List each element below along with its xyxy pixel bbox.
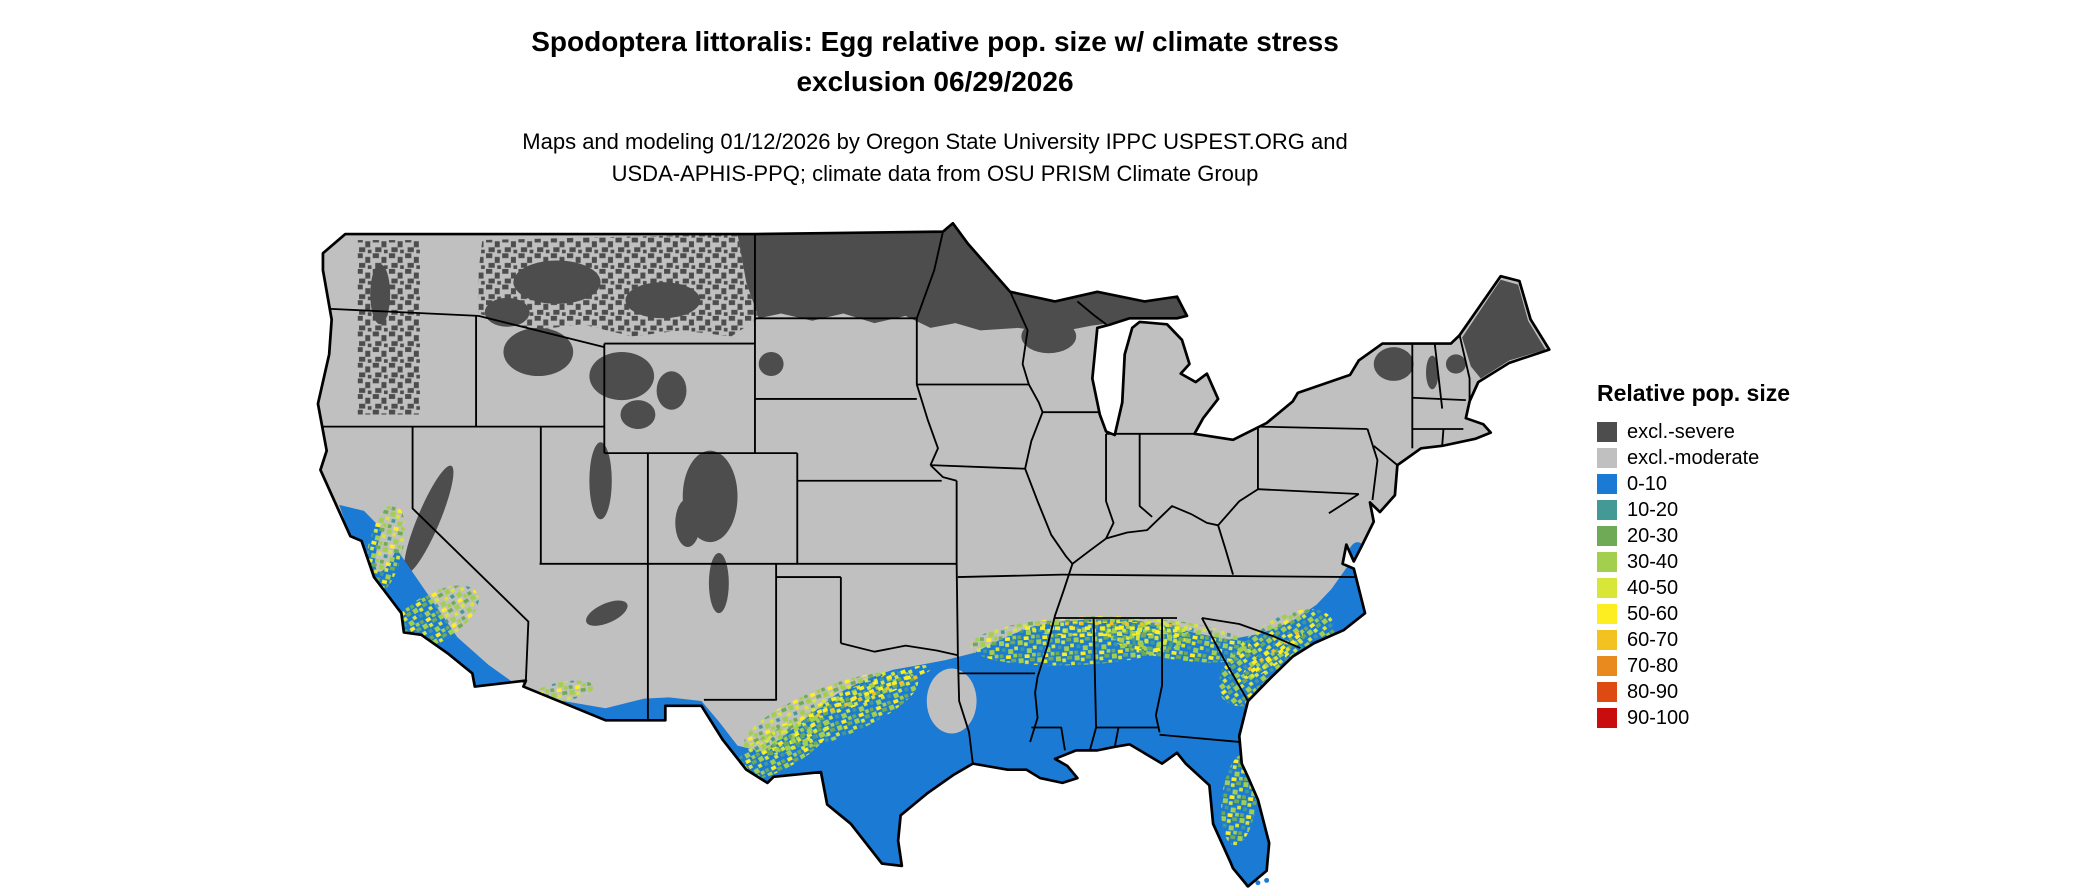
- legend-label: 20-30: [1627, 525, 1679, 547]
- legend-swatch: [1597, 578, 1617, 598]
- legend-label: 50-60: [1627, 603, 1679, 625]
- state-borders: [317, 231, 1471, 764]
- us-map-svg: [316, 222, 1551, 888]
- legend: Relative pop. size excl.-severe excl.-mo…: [1597, 380, 1897, 731]
- legend-swatch: [1597, 630, 1617, 650]
- page-subtitle-line1: Maps and modeling 01/12/2026 by Oregon S…: [522, 129, 1348, 154]
- legend-swatch: [1597, 500, 1617, 520]
- page-subtitle-line2: USDA-APHIS-PPQ; climate data from OSU PR…: [611, 161, 1259, 186]
- legend-swatch: [1597, 708, 1617, 728]
- legend-item: excl.-severe: [1597, 419, 1897, 445]
- legend-label: excl.-moderate: [1627, 447, 1760, 469]
- legend-swatch: [1597, 656, 1617, 676]
- legend-item: 10-20: [1597, 497, 1897, 523]
- regions-excl-severe: [357, 223, 1546, 626]
- legend-label: 90-100: [1627, 707, 1690, 729]
- us-outline: [316, 222, 1551, 888]
- legend-title: Relative pop. size: [1597, 380, 1791, 406]
- legend-item: 20-30: [1597, 523, 1897, 549]
- figure-header: Spodoptera littoralis: Egg relative pop.…: [135, 22, 1735, 190]
- legend-swatch: [1597, 448, 1617, 468]
- legend-item: excl.-moderate: [1597, 445, 1897, 471]
- legend-swatch: [1597, 552, 1617, 572]
- legend-item: 0-10: [1597, 471, 1897, 497]
- legend-label: excl.-severe: [1627, 421, 1735, 443]
- legend-swatch: [1597, 422, 1617, 442]
- legend-label: 10-20: [1627, 499, 1679, 521]
- page-title-line1: Spodoptera littoralis: Egg relative pop.…: [531, 26, 1339, 57]
- legend-label: 30-40: [1627, 551, 1679, 573]
- legend-label: 0-10: [1627, 473, 1668, 495]
- regions-population: [339, 502, 1368, 887]
- legend-label: 80-90: [1627, 681, 1679, 703]
- legend-item: 30-40: [1597, 549, 1897, 575]
- page-title-line2: exclusion 06/29/2026: [796, 66, 1074, 97]
- legend-item: 50-60: [1597, 601, 1897, 627]
- legend-item: 40-50: [1597, 575, 1897, 601]
- legend-swatch: [1597, 604, 1617, 624]
- legend-swatch: [1597, 526, 1617, 546]
- us-map: [308, 222, 1553, 890]
- legend-swatch: [1597, 474, 1617, 494]
- legend-item: 70-80: [1597, 653, 1897, 679]
- legend-item: 80-90: [1597, 679, 1897, 705]
- legend-label: 60-70: [1627, 629, 1679, 651]
- legend-swatch: [1597, 682, 1617, 702]
- legend-item: 60-70: [1597, 627, 1897, 653]
- legend-label: 70-80: [1627, 655, 1679, 677]
- legend-label: 40-50: [1627, 577, 1679, 599]
- page-subtitle: Maps and modeling 01/12/2026 by Oregon S…: [135, 126, 1735, 190]
- legend-item: 90-100: [1597, 705, 1897, 731]
